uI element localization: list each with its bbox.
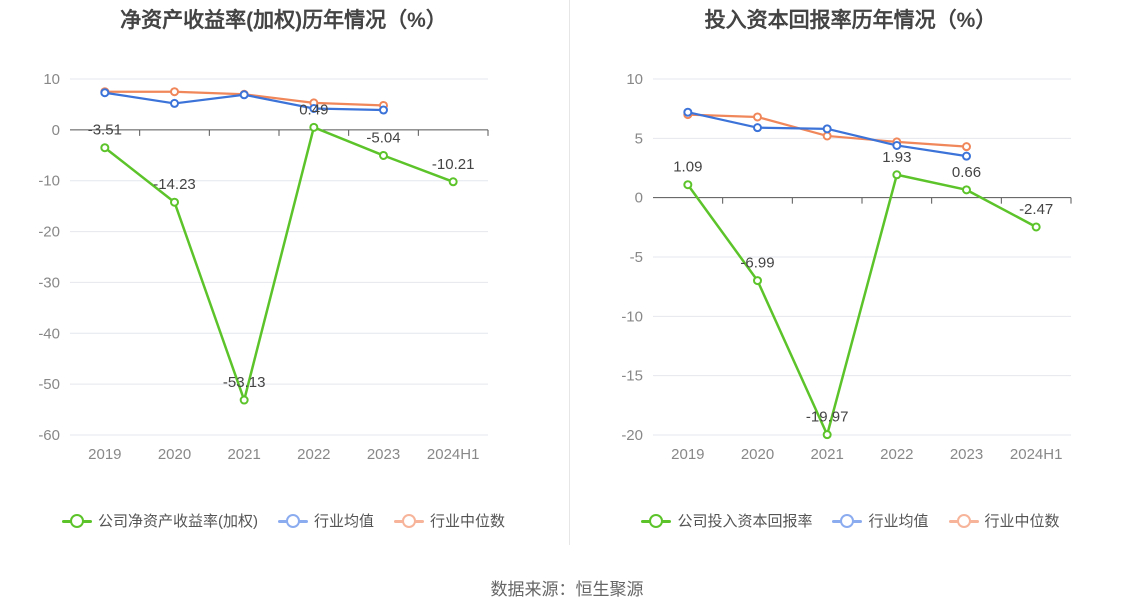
data-point-avg[interactable]	[753, 123, 762, 133]
data-label: -10.21	[432, 156, 475, 173]
x-tick-label: 2023	[367, 446, 400, 463]
data-point-company[interactable]	[822, 430, 832, 440]
data-label: -19.97	[806, 409, 849, 426]
y-tick-label: -60	[38, 427, 60, 444]
x-tick-label: 2023	[950, 446, 983, 463]
y-tick-label: 5	[635, 130, 643, 147]
legend-industry-median-label: 行业中位数	[430, 513, 506, 530]
roic-chart-panel: 投入资本回报率历年情况（%） 10 5 0 -5 -10 -15 -20 2019 2020 20…	[567, 0, 1134, 560]
data-label: -6.99	[740, 255, 774, 272]
series-line-company	[104, 126, 454, 402]
roic-chart-title: 投入资本回报率历年情况（%）	[704, 9, 997, 32]
x-tick-label: 2024H1	[1010, 446, 1063, 463]
data-point-avg[interactable]	[822, 124, 832, 134]
data-label: -5.04	[366, 129, 400, 146]
y-tick-label: -5	[630, 249, 643, 266]
x-tick-label: 2020	[158, 446, 191, 463]
data-point-avg[interactable]	[239, 90, 249, 100]
data-point-company[interactable]	[239, 395, 249, 405]
x-tick-label: 2021	[810, 446, 843, 463]
data-label: -53.13	[223, 374, 266, 391]
legend-company-roe-label: 公司净资产收益率(加权)	[97, 513, 258, 530]
x-tick-label: 2019	[671, 446, 704, 463]
roic-chart-svg: 10 5 0 -5 -10 -15 -20 2019 2020 2021 2022 2023 2024H…	[621, 71, 1072, 463]
data-point-avg[interactable]	[379, 105, 388, 115]
legend-industry-avg-roic-marker	[832, 513, 863, 529]
legend-industry-median-roic[interactable]: 行业中位数	[948, 510, 1060, 531]
data-point-median[interactable]	[753, 112, 762, 122]
data-point-median[interactable]	[962, 142, 971, 152]
y-tick-label: 0	[52, 122, 60, 139]
data-point-avg[interactable]	[170, 98, 179, 108]
y-tick-label: -10	[38, 173, 60, 190]
data-point-company[interactable]	[683, 180, 693, 190]
roic-chart-legend: 公司投入资本回报率 行业均值 行业中位数	[567, 510, 1134, 531]
y-tick-label: -10	[621, 308, 643, 325]
y-tick-label: -15	[621, 368, 643, 385]
roe-chart-svg: 10 0 -10 -20 -30 -40 -50 -60 2019 2020 2021 2022 202…	[38, 71, 489, 463]
data-point-company[interactable]	[379, 150, 388, 160]
y-tick-label: -50	[38, 376, 60, 393]
data-label: 0.66	[952, 164, 981, 181]
y-tick-label: 10	[43, 71, 60, 88]
legend-company-roic-label: 公司投入资本回报率	[677, 513, 813, 530]
data-label: 0.49	[299, 101, 328, 118]
data-label: 1.93	[882, 149, 911, 166]
legend-company-roe[interactable]: 公司净资产收益率(加权)	[61, 510, 258, 531]
data-point-company[interactable]	[753, 276, 762, 286]
legend-company-roic[interactable]: 公司投入资本回报率	[641, 510, 812, 531]
legend-industry-median[interactable]: 行业中位数	[394, 510, 505, 531]
y-tick-label: 10	[626, 71, 643, 88]
data-point-avg[interactable]	[892, 140, 902, 150]
data-point-company[interactable]	[1031, 222, 1041, 232]
data-point-company[interactable]	[962, 185, 971, 195]
legend-industry-median-marker	[394, 513, 424, 529]
series-line-company	[686, 173, 1037, 436]
legend-company-roic-marker	[641, 513, 672, 529]
data-point-company[interactable]	[892, 170, 902, 180]
legend-industry-avg-roic-label: 行业均值	[868, 513, 929, 530]
legend-industry-avg-label: 行业均值	[313, 513, 374, 530]
data-point-avg[interactable]	[962, 151, 971, 161]
legend-company-roe-marker	[61, 513, 92, 529]
roe-chart-panel: 净资产收益率(加权)历年情况（%） 10 0 -10 -20 -30 -40 -50 -60 2…	[0, 0, 567, 560]
legend-industry-avg-roic[interactable]: 行业均值	[832, 510, 929, 531]
x-tick-label: 2022	[880, 446, 913, 463]
data-point-company[interactable]	[448, 177, 458, 187]
x-tick-label: 2024H1	[427, 446, 480, 463]
roe-chart-legend: 公司净资产收益率(加权) 行业均值 行业中位数	[0, 510, 567, 531]
panel-divider	[569, 0, 570, 545]
legend-industry-median-roic-label: 行业中位数	[984, 513, 1060, 530]
legend-industry-avg-marker	[277, 513, 308, 529]
data-point-avg[interactable]	[100, 88, 110, 98]
legend-industry-median-roic-marker	[948, 513, 979, 529]
data-source-note: 数据来源：恒生聚源	[490, 580, 644, 599]
y-tick-label: -40	[38, 325, 60, 342]
data-point-company[interactable]	[170, 197, 179, 207]
y-tick-label: -30	[38, 274, 60, 291]
x-tick-label: 2022	[297, 446, 330, 463]
data-label: -3.51	[88, 122, 122, 139]
x-tick-label: 2021	[227, 446, 260, 463]
data-label: -14.23	[153, 176, 196, 193]
y-tick-label: -20	[38, 224, 60, 241]
roe-chart-title: 净资产收益率(加权)历年情况（%）	[120, 9, 447, 32]
y-tick-label: 0	[635, 190, 643, 207]
data-point-avg[interactable]	[683, 107, 693, 117]
data-point-median[interactable]	[822, 131, 832, 141]
data-point-avg[interactable]	[309, 103, 319, 113]
x-tick-label: 2020	[741, 446, 774, 463]
y-tick-label: -20	[621, 427, 643, 444]
x-tick-label: 2019	[88, 446, 121, 463]
data-label: 1.09	[673, 159, 702, 176]
data-point-company[interactable]	[100, 143, 110, 153]
data-point-company[interactable]	[309, 122, 319, 132]
data-point-median[interactable]	[170, 87, 179, 97]
legend-industry-avg[interactable]: 行业均值	[277, 510, 374, 531]
data-label: -2.47	[1019, 201, 1053, 218]
